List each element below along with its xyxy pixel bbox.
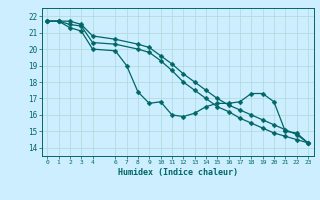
X-axis label: Humidex (Indice chaleur): Humidex (Indice chaleur) xyxy=(118,168,237,177)
